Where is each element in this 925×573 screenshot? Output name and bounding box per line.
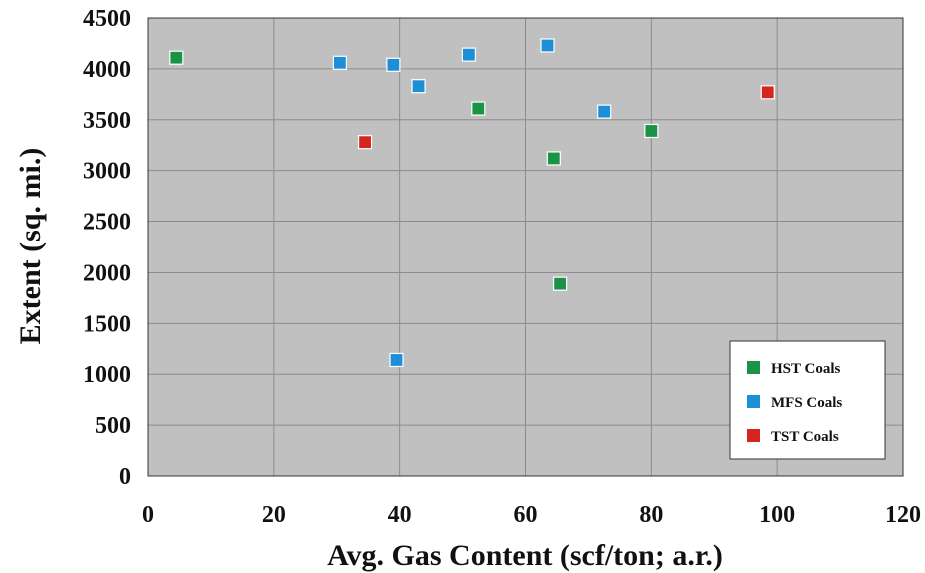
y-tick-labels: 0 500 1000 1500 2000 2500 3000 3500 4000 4500 xyxy=(83,6,131,490)
mfs-coals-point xyxy=(540,38,555,53)
hst-coals-point xyxy=(553,276,568,291)
x-tick-label: 120 xyxy=(885,502,921,528)
y-tick-label: 1000 xyxy=(83,362,131,388)
x-tick-label: 60 xyxy=(514,502,538,528)
y-axis-label: Extent (sq. mi.) xyxy=(14,148,47,345)
mfs-coals-point xyxy=(389,352,404,368)
y-tick-label: 3000 xyxy=(83,159,131,185)
y-tick-label: 500 xyxy=(95,413,131,439)
mfs-coals-point xyxy=(461,47,476,62)
y-tick-label: 2500 xyxy=(83,210,131,236)
legend-label-tst-coals: TST Coals xyxy=(771,429,839,445)
hst-coals-point xyxy=(169,50,184,65)
x-axis-label: Avg. Gas Content (scf/ton; a.r.) xyxy=(327,539,723,572)
x-tick-labels: 0 20 40 60 80 100 120 xyxy=(142,502,921,528)
y-tick-label: 4000 xyxy=(83,57,131,83)
data-points xyxy=(169,38,775,368)
legend-swatch-mfs-coals xyxy=(747,395,760,408)
hst-coals-point xyxy=(546,151,561,166)
tst-coals-point xyxy=(357,135,373,150)
hst-coals-point xyxy=(471,101,486,116)
plot-border xyxy=(147,17,904,477)
legend-swatch-hst-coals xyxy=(747,361,760,374)
mfs-coals-point xyxy=(411,79,426,94)
legend-label-mfs-coals: MFS Coals xyxy=(771,395,842,411)
y-tick-label: 4500 xyxy=(83,6,131,32)
legend-swatch-tst-coals xyxy=(747,429,760,442)
y-tick-label: 0 xyxy=(119,464,131,490)
hst-coals-point xyxy=(644,123,659,139)
x-tick-label: 40 xyxy=(388,502,412,528)
x-tick-label: 20 xyxy=(262,502,286,528)
legend: HST Coals MFS Coals TST Coals xyxy=(729,340,886,460)
y-tick-label: 3500 xyxy=(83,108,131,134)
x-tick-label: 100 xyxy=(759,502,795,528)
mfs-coals-point xyxy=(386,57,401,72)
x-tick-label: 0 xyxy=(142,502,154,528)
y-tick-label: 2000 xyxy=(83,260,131,286)
y-tick-label: 1500 xyxy=(83,311,131,337)
tst-coals-point xyxy=(760,85,775,100)
mfs-coals-point xyxy=(597,104,612,119)
x-tick-label: 80 xyxy=(639,502,663,528)
mfs-coals-point xyxy=(332,55,347,70)
legend-label-hst-coals: HST Coals xyxy=(771,361,840,377)
